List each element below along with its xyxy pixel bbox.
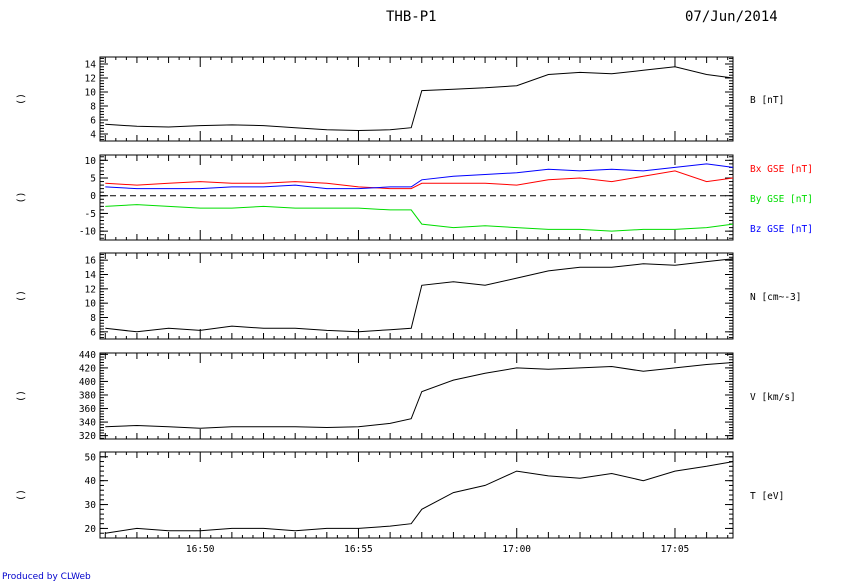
y-tick-label: 12 [85, 284, 96, 295]
series-line-v-km-s- [105, 362, 734, 429]
series-line-by-gse-nt- [105, 204, 734, 232]
x-tick-label: 16:50 [186, 544, 215, 555]
y-tick-label: 340 [79, 418, 96, 429]
y-tick-label: 14 [85, 60, 97, 71]
series-label: Bz GSE [nT] [750, 224, 813, 235]
y-tick-label: 16 [85, 256, 97, 267]
x-tick-label: 17:00 [502, 544, 531, 555]
y-tick-label: 8 [90, 102, 96, 113]
y-tick-label: 10 [85, 88, 97, 99]
credit-text: Produced by CLWeb [2, 572, 91, 582]
panel-unit-label: () [16, 489, 27, 501]
y-tick-label: 6 [90, 116, 96, 127]
x-tick-label: 17:05 [661, 544, 690, 555]
series-label: V [km/s] [750, 392, 796, 403]
y-tick-label: 0 [90, 191, 96, 202]
panel-frame [99, 56, 734, 142]
y-tick-label: 20 [85, 524, 97, 535]
y-tick-label: 10 [85, 299, 97, 310]
panel-frame [99, 451, 734, 539]
panel-unit-label: () [16, 93, 27, 105]
panel-unit-label: () [16, 290, 27, 302]
y-tick-label: -5 [85, 209, 96, 220]
y-tick-label: 360 [79, 404, 96, 415]
series-label: N [cm~-3] [750, 292, 801, 303]
series-line-n-cm-3- [105, 258, 734, 333]
series-label: B [nT] [750, 95, 784, 106]
y-tick-label: 440 [79, 350, 96, 361]
panel-unit-label: () [16, 390, 27, 402]
panel-frame [99, 154, 734, 241]
panel-frame [99, 252, 734, 340]
page-title: THB-P1 [386, 9, 437, 25]
y-tick-label: 400 [79, 377, 96, 388]
series-label: Bx GSE [nT] [750, 164, 813, 175]
y-tick-label: -10 [79, 227, 96, 238]
series-line-bz-gse-nt- [105, 163, 734, 190]
y-tick-label: 380 [79, 390, 96, 401]
y-tick-label: 5 [90, 174, 96, 185]
y-tick-label: 4 [90, 130, 96, 141]
panel-unit-label: () [16, 191, 27, 203]
panel-frame [99, 352, 734, 440]
series-line-b-nt- [105, 66, 734, 132]
series-line-t-ev- [105, 461, 734, 534]
page-date: 07/Jun/2014 [685, 9, 778, 25]
series-line-bx-gse-nt- [105, 170, 734, 190]
y-tick-label: 30 [85, 500, 97, 511]
series-label: By GSE [nT] [750, 194, 813, 205]
y-tick-label: 420 [79, 363, 96, 374]
y-tick-label: 6 [90, 327, 96, 338]
y-tick-label: 40 [85, 476, 97, 487]
x-tick-label: 16:55 [344, 544, 373, 555]
y-tick-label: 14 [85, 270, 97, 281]
y-tick-label: 12 [85, 74, 96, 85]
y-tick-label: 8 [90, 313, 96, 324]
y-tick-label: 320 [79, 431, 96, 442]
y-tick-label: 10 [85, 156, 97, 167]
y-tick-label: 50 [85, 452, 97, 463]
series-label: T [eV] [750, 491, 784, 502]
